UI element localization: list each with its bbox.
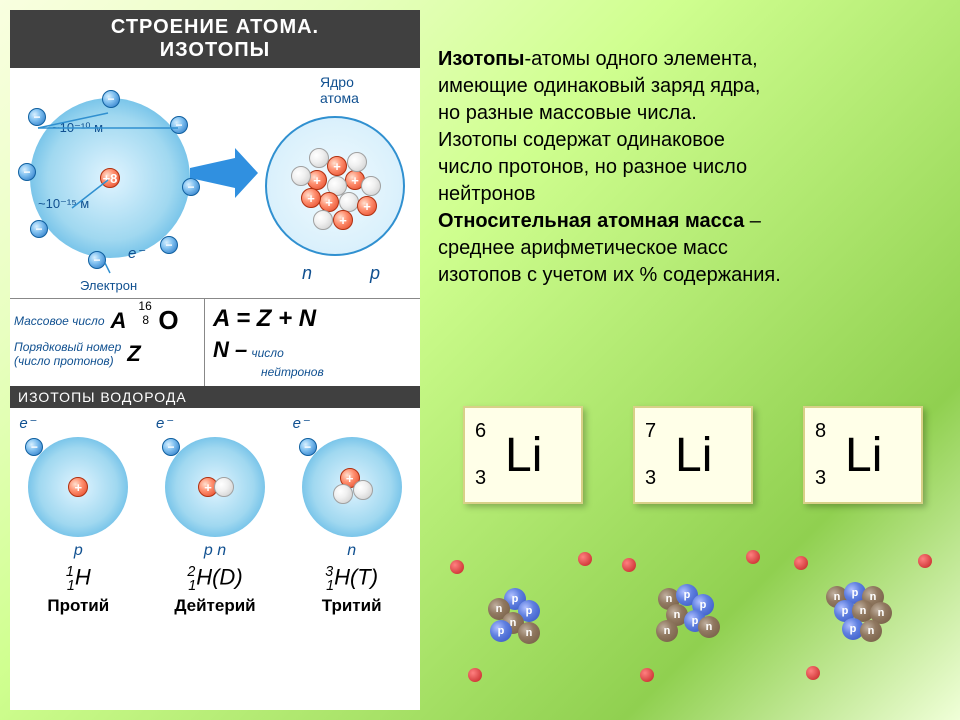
- hydrogen-title: ИЗОТОПЫ ВОДОРОДА: [10, 386, 420, 408]
- definition-text: Изотопы-атомы одного элемента, имеющие о…: [438, 46, 948, 289]
- formula-row: Массовое число A 16 8 O Порядковый номер…: [10, 298, 420, 386]
- li-8-box: 8 3 Li: [803, 406, 923, 504]
- atom-diagram: +8 − − − − − − − − ~10⁻¹⁰ м ~10⁻¹⁵ м e⁻ …: [10, 68, 420, 298]
- zoom-arrow-icon: [190, 148, 260, 208]
- isotope-deuterium: e⁻ − + p n 21H(D) Дейтерий: [150, 414, 280, 616]
- title-line2: ИЗОТОПЫ: [160, 39, 270, 61]
- atom-with-shells: +8 − − − − − − − − ~10⁻¹⁰ м ~10⁻¹⁵ м e⁻ …: [10, 68, 210, 298]
- panel-title: СТРОЕНИЕ АТОМА. ИЗОТОПЫ: [10, 10, 420, 68]
- neutron-label: n: [302, 263, 312, 284]
- textbook-panel: СТРОЕНИЕ АТОМА. ИЗОТОПЫ +8 − − − − − − −…: [10, 10, 420, 710]
- hydrogen-isotopes: e⁻ − + p 11H Протий e⁻ − + p n 21H(D) Де…: [10, 408, 420, 618]
- lithium-nuclei: p n p n p n n p p n p n n n p n p n n p …: [438, 540, 948, 700]
- isotope-tritium: e⁻ − + n 31H(T) Тритий: [287, 414, 417, 616]
- li-8-nucleus: n p n p n n p n: [788, 540, 938, 690]
- isotope-protium: e⁻ − + p 11H Протий: [13, 414, 143, 616]
- li-6-nucleus: p n p n p n: [448, 540, 598, 690]
- li-7-nucleus: n p p n p n n: [618, 540, 768, 690]
- nucleus-label: Ядро атома: [320, 74, 359, 106]
- li-7-box: 7 3 Li: [633, 406, 753, 504]
- mass-number-explain: Массовое число A 16 8 O Порядковый номер…: [10, 299, 205, 386]
- formula-right: A = Z + N N – число нейтронов: [205, 299, 420, 386]
- li-6-box: 6 3 Li: [463, 406, 583, 504]
- title-line1: СТРОЕНИЕ АТОМА.: [111, 16, 319, 38]
- nucleus-circle: + + + + + + +: [265, 116, 405, 256]
- dimension-arrows: [10, 68, 210, 298]
- proton-label: p: [370, 263, 380, 284]
- lithium-boxes: 6 3 Li 7 3 Li 8 3 Li: [438, 406, 948, 504]
- nucleus-zoom: Ядро атома + + + + + + +: [210, 68, 420, 298]
